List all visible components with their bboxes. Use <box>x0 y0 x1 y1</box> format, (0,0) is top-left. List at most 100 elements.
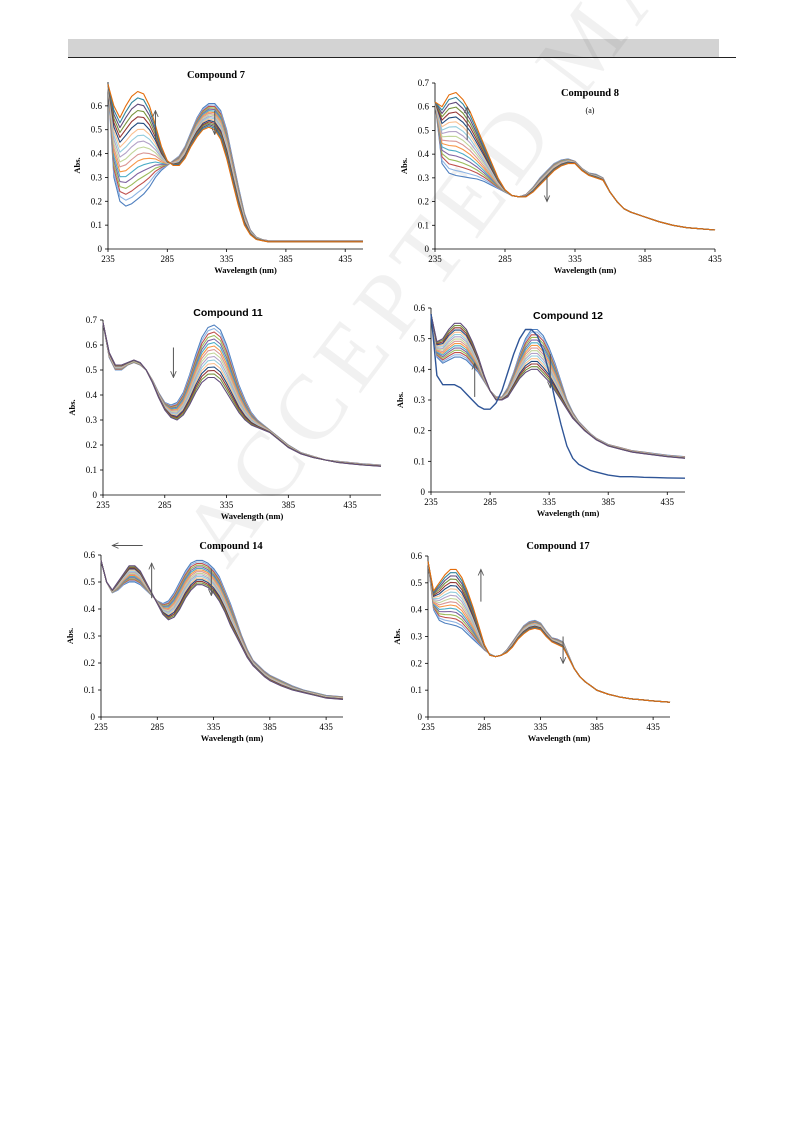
spectrum-series-line <box>107 84 363 242</box>
chart-panel-compound-17: 0 0.1 0.2 0.3 0.4 0.5 0.6 235 285 335 385 435 Wavele… <box>392 541 671 743</box>
chart-panel-compound-14: 0 0.1 0.2 0.3 0.4 0.5 0.6 235 285 335 385 435 Wavele… <box>65 541 344 743</box>
y-axis-label: Abs. <box>392 628 402 644</box>
spectrum-series-line <box>434 101 716 231</box>
chart-title: Compound 17 <box>526 541 589 552</box>
chart-title: Compound 12 <box>533 310 603 322</box>
spectrum-series-line <box>107 84 363 243</box>
y-tick-label: 0.3 <box>411 632 423 642</box>
x-tick-label: 335 <box>568 254 582 264</box>
spectrum-series-line <box>107 84 363 243</box>
y-tick-label: 0 <box>418 712 423 722</box>
x-tick-label: 335 <box>220 500 234 510</box>
y-tick-label: 0 <box>98 244 103 254</box>
spectrum-reference-line <box>430 314 686 479</box>
x-tick-label: 235 <box>424 497 438 507</box>
y-tick-label: 0.2 <box>418 197 429 207</box>
x-axis-label: Wavelength (nm) <box>528 733 591 743</box>
spectrum-series-line <box>107 84 363 242</box>
spectrum-series-line <box>434 101 716 231</box>
y-tick-label: 0.6 <box>84 550 96 560</box>
spectrum-series-line <box>434 101 716 231</box>
x-tick-label: 235 <box>421 722 435 732</box>
y-tick-label: 0.3 <box>84 631 96 641</box>
y-tick-label: 0.5 <box>84 577 96 587</box>
spectrum-series-line <box>434 101 716 231</box>
spectrum-series-line <box>107 84 363 242</box>
spectrum-series-line <box>434 101 716 231</box>
spectrum-series-line <box>434 101 716 231</box>
x-tick-label: 235 <box>428 254 442 264</box>
y-tick-label: 0 <box>91 712 96 722</box>
y-tick-label: 0.1 <box>91 220 102 230</box>
spectrum-series-line <box>434 101 716 231</box>
spectrum-series-line <box>107 84 363 242</box>
x-tick-label: 435 <box>319 722 333 732</box>
y-tick-label: 0.2 <box>86 440 97 450</box>
y-tick-label: 0.4 <box>91 149 103 159</box>
y-tick-label: 0.5 <box>411 578 423 588</box>
spectrum-series-line <box>434 91 716 231</box>
y-tick-label: 0.3 <box>418 173 430 183</box>
x-tick-label: 335 <box>220 254 234 264</box>
y-tick-label: 0 <box>93 490 98 500</box>
x-tick-label: 285 <box>158 500 172 510</box>
y-tick-label: 0.5 <box>86 365 98 375</box>
y-tick-label: 0.1 <box>418 220 429 230</box>
spectrum-series-line <box>107 84 363 243</box>
y-axis-label: Abs. <box>399 158 409 174</box>
y-tick-label: 0.3 <box>414 395 426 405</box>
spectrum-series-line <box>107 84 363 242</box>
y-tick-label: 0.6 <box>86 340 98 350</box>
chart-panel-compound-8: 0 0.1 0.2 0.3 0.4 0.5 0.6 0.7 235 285 335 385 435 Wav… <box>399 78 722 275</box>
spectrum-series-line <box>102 322 382 467</box>
spectrum-series-line <box>434 101 716 231</box>
x-tick-label: 335 <box>534 722 548 732</box>
x-axis-label: Wavelength (nm) <box>214 265 277 275</box>
spectrum-series-line <box>107 84 363 243</box>
x-tick-label: 235 <box>96 500 110 510</box>
x-tick-label: 285 <box>498 254 512 264</box>
chart-title: Compound 14 <box>199 541 263 552</box>
y-tick-label: 0.3 <box>86 415 98 425</box>
y-tick-label: 0 <box>421 487 426 497</box>
spectrum-series-line <box>107 84 363 242</box>
y-tick-label: 0.1 <box>84 685 95 695</box>
x-axis-label: Wavelength (nm) <box>201 733 264 743</box>
y-tick-label: 0.5 <box>414 334 426 344</box>
spectrum-series-line <box>107 84 363 242</box>
y-tick-label: 0.2 <box>91 196 102 206</box>
spectrum-series-line <box>107 84 363 243</box>
chart-title: Compound 8 <box>561 88 619 99</box>
y-tick-label: 0.2 <box>411 658 422 668</box>
spectrum-series-line <box>434 101 716 231</box>
x-tick-label: 385 <box>282 500 296 510</box>
chart-panel-compound-12: 0 0.1 0.2 0.3 0.4 0.5 0.6 235 285 335 385 435 Wavele… <box>395 303 686 518</box>
x-tick-label: 335 <box>207 722 221 732</box>
spectrum-series-line <box>107 84 363 243</box>
x-tick-label: 285 <box>478 722 492 732</box>
y-axis-label: Abs. <box>72 157 82 173</box>
x-tick-label: 235 <box>94 722 108 732</box>
chart-panel-compound-11: 0 0.1 0.2 0.3 0.4 0.5 0.6 0.7 235 285 335 385 435 Wav… <box>67 307 382 521</box>
y-tick-label: 0.6 <box>418 102 430 112</box>
spectrum-series-line <box>107 84 363 242</box>
spectrum-series-line <box>434 101 716 231</box>
y-tick-label: 0.5 <box>91 125 103 135</box>
spectrum-series-line <box>434 101 716 231</box>
spectrum-series-line <box>107 84 363 242</box>
page-header-bar <box>68 39 719 57</box>
spectrum-series-line <box>434 101 716 231</box>
y-tick-label: 0.6 <box>91 101 103 111</box>
spectrum-series-line <box>434 101 716 231</box>
x-tick-label: 335 <box>542 497 556 507</box>
y-tick-label: 0.6 <box>414 303 426 313</box>
chart-panel-compound-7: 0 0.1 0.2 0.3 0.4 0.5 0.6 235 285 335 385 435 Wavele… <box>72 70 363 275</box>
spectrum-series-line <box>434 101 716 231</box>
x-tick-label: 435 <box>646 722 660 732</box>
y-tick-label: 0.1 <box>86 465 97 475</box>
x-tick-label: 385 <box>263 722 277 732</box>
spectrum-series-line <box>107 84 363 242</box>
y-tick-label: 0.7 <box>86 315 98 325</box>
y-tick-label: 0.1 <box>414 456 425 466</box>
y-axis-label: Abs. <box>65 628 75 644</box>
